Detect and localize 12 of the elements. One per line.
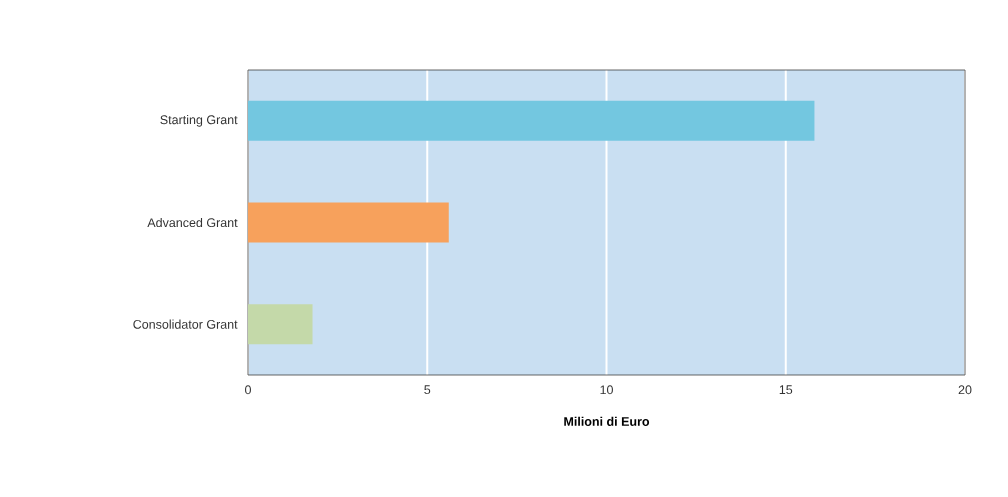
y-tick-label: Advanced Grant (147, 217, 238, 228)
x-tick-label: 15 (779, 385, 793, 395)
bar (248, 304, 313, 345)
y-tick-label: Consolidator Grant (133, 319, 238, 329)
x-tick-label: 20 (958, 385, 972, 395)
x-tick-label: 5 (424, 385, 431, 395)
x-tick-label: 10 (600, 385, 613, 395)
bar (248, 202, 449, 243)
bar (248, 100, 815, 141)
x-tick-label: 0 (245, 385, 251, 395)
x-axis-title: Milioni di Euro (564, 416, 650, 426)
y-tick-label: Starting Grant (160, 115, 238, 127)
